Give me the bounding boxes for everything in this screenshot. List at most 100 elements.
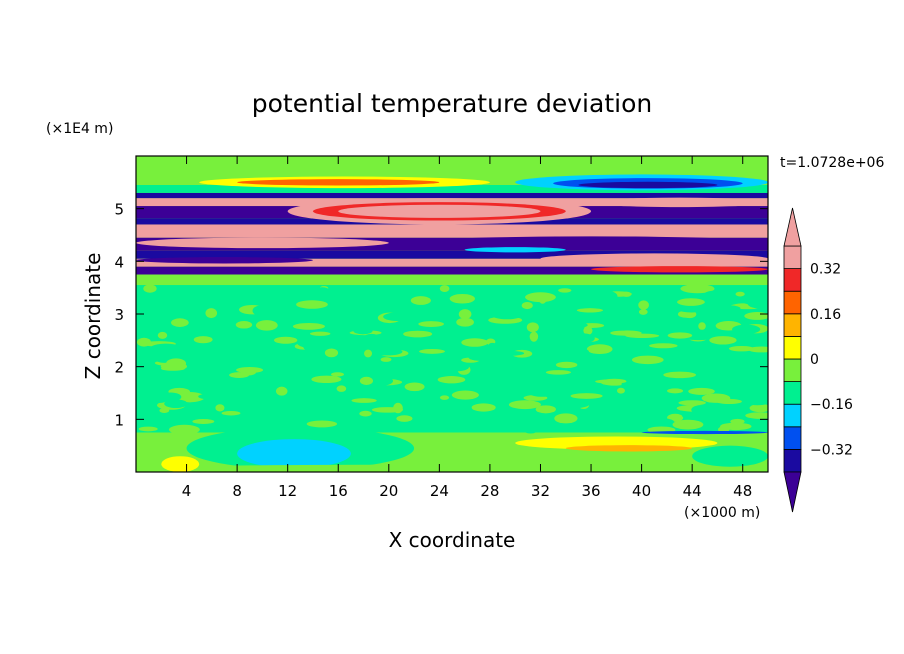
field-patch (565, 445, 693, 452)
field-patch (698, 322, 706, 330)
field-patch (171, 318, 189, 327)
field-patch (437, 376, 466, 384)
y-units-label: (×1E4 m) (46, 121, 113, 137)
field-patch (249, 395, 261, 402)
field-band (136, 285, 768, 433)
field-patch (315, 287, 329, 294)
x-tick-label: 20 (379, 482, 398, 500)
field-patch (712, 305, 741, 312)
field-patch (396, 415, 413, 422)
field-band (136, 192, 768, 199)
field-patch (292, 323, 325, 330)
field-patch (143, 284, 157, 293)
field-patch (688, 387, 715, 395)
x-tick-label: 16 (329, 482, 348, 500)
field-patch (456, 317, 474, 327)
field-patch (472, 378, 502, 388)
field-patch (258, 341, 277, 352)
field-patch (521, 302, 533, 310)
field-patch (204, 322, 231, 332)
chart-title: potential temperature deviation (252, 89, 652, 118)
field-patch (555, 398, 591, 409)
field-patch (380, 357, 392, 362)
field-patch (252, 305, 270, 316)
field-patch (157, 331, 168, 339)
field-patch (217, 359, 240, 364)
field-patch (591, 197, 768, 208)
field-patch (151, 317, 177, 326)
field-patch (393, 355, 415, 364)
field-patch (243, 414, 259, 423)
field-patch (609, 413, 626, 421)
field-patch (488, 342, 497, 348)
x-tick-label: 8 (232, 482, 242, 500)
field-patch (557, 346, 590, 357)
plot-area (136, 156, 768, 472)
field-patch (591, 266, 768, 273)
field-patch (237, 179, 440, 186)
field-patch (709, 336, 737, 345)
y-axis: 1 2 3 4 5 (114, 201, 768, 429)
field-patch (205, 308, 218, 319)
y-tick-label: 1 (114, 411, 124, 429)
field-patch (757, 358, 768, 366)
field-patch (461, 338, 489, 347)
field-patch (720, 354, 732, 361)
field-patch (168, 424, 200, 435)
x-tick-label: 32 (531, 482, 550, 500)
field-patch (732, 324, 761, 335)
field-patch (595, 379, 627, 384)
colorbar-label: 0.32 (810, 262, 841, 278)
field-patch (335, 340, 360, 349)
x-tick-label: 44 (683, 482, 702, 500)
field-patch (364, 333, 379, 340)
field-patch (728, 345, 754, 352)
field-patch (333, 285, 369, 294)
field-patch (414, 236, 768, 250)
field-patch (558, 288, 572, 293)
field-band (136, 258, 768, 267)
field-patch (404, 302, 435, 312)
field-patch (383, 312, 413, 322)
y-axis-label: Z coordinate (81, 253, 105, 380)
field-patch (218, 329, 252, 335)
field-patch (309, 331, 331, 336)
field-patch (503, 292, 520, 297)
field-patch (364, 349, 373, 358)
field-patch (439, 285, 450, 292)
field-patch (678, 400, 706, 406)
field-patch (439, 395, 450, 400)
field-patch (504, 391, 524, 400)
field-patch (526, 322, 539, 333)
field-patch (534, 422, 554, 428)
field-patch (680, 284, 715, 294)
field-patch (621, 379, 641, 390)
field-patch (215, 404, 225, 412)
field-patch (537, 354, 561, 362)
field-patch (324, 363, 340, 375)
colorbar-swatch (783, 403, 802, 428)
field-patch (576, 308, 604, 313)
field-patch (677, 298, 705, 306)
colorbar-swatch (783, 358, 802, 383)
field-patch (654, 418, 675, 427)
field-patch (476, 300, 488, 307)
field-patch (338, 204, 541, 218)
field-patch (646, 285, 672, 294)
field-patch (554, 413, 578, 424)
field-patch (468, 352, 493, 361)
field-patch (412, 397, 437, 406)
field-patch (136, 464, 768, 471)
field-patch (255, 320, 278, 331)
colorbar-swatch (783, 381, 802, 405)
field-patch (464, 247, 566, 253)
field-patch (136, 257, 313, 264)
x-tick-label: 12 (278, 482, 297, 500)
field-patch (638, 300, 649, 310)
field-patch (617, 387, 625, 394)
field-patch (221, 410, 241, 416)
field-patch (451, 390, 479, 400)
field-patch (164, 399, 188, 409)
field-patch (439, 225, 642, 232)
field-patch (556, 321, 588, 329)
